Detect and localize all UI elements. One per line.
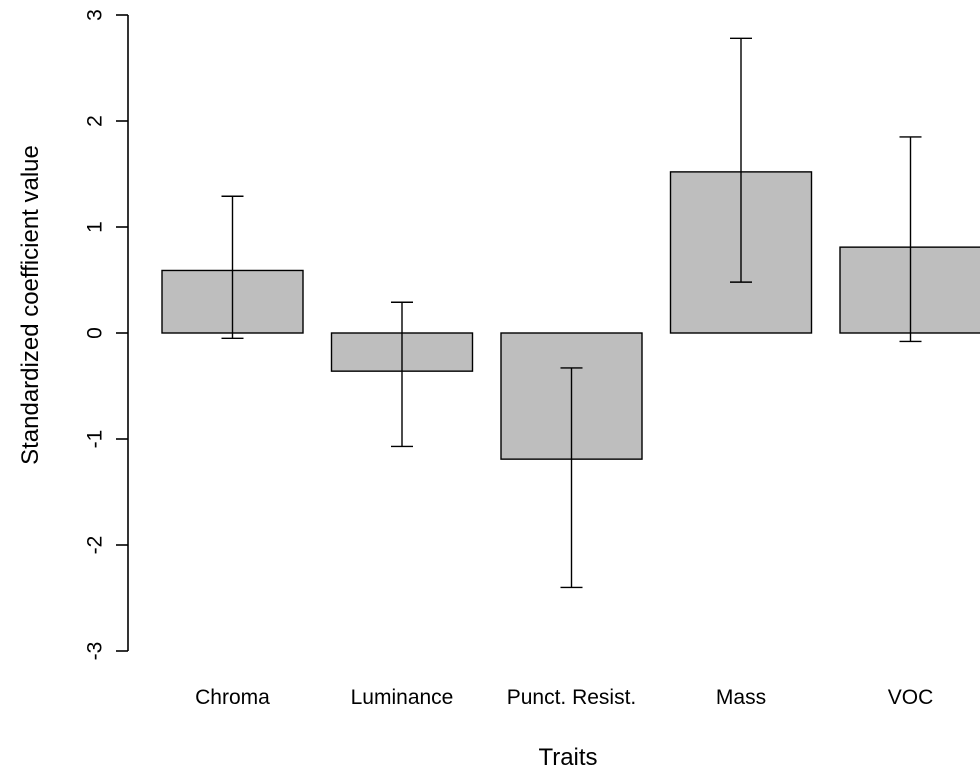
x-category-label: Punct. Resist. — [507, 686, 637, 709]
x-category-label: Luminance — [351, 686, 454, 709]
x-category-label: Chroma — [195, 686, 270, 709]
y-tick-label: -1 — [84, 430, 107, 449]
x-category-label: Mass — [716, 686, 766, 709]
y-axis: -3 -2 -1 0 1 2 3 — [84, 9, 129, 661]
x-category-label: VOC — [888, 686, 934, 709]
y-tick-label: 2 — [84, 115, 107, 127]
x-axis-title: Traits — [538, 744, 597, 771]
x-axis-category-labels: Chroma Luminance Punct. Resist. Mass VOC — [195, 686, 933, 709]
error-bars-layer — [221, 37, 922, 589]
y-tick-label: -3 — [84, 642, 107, 661]
y-tick-label: 1 — [84, 221, 107, 233]
y-tick-label: 3 — [84, 9, 107, 21]
y-tick-label: -2 — [84, 536, 107, 555]
y-axis-title: Standardized coefficient value — [17, 145, 44, 465]
y-tick-label: 0 — [84, 327, 107, 339]
